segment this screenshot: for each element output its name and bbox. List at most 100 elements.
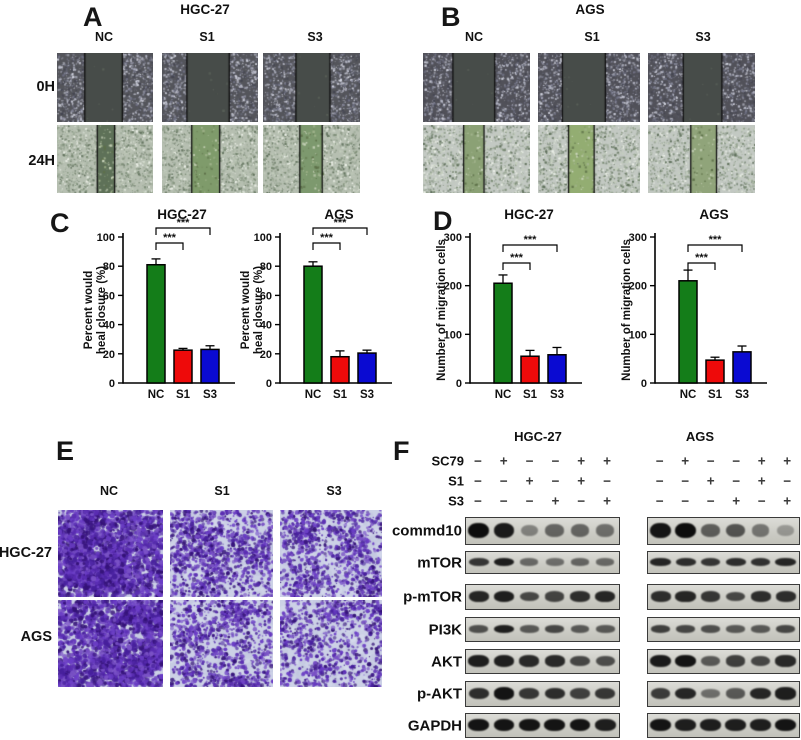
blot-band xyxy=(675,522,696,539)
panel-f-group-ags: AGS xyxy=(685,429,715,444)
svg-text:300: 300 xyxy=(444,232,462,244)
blot-band xyxy=(775,718,796,732)
blot-band xyxy=(775,687,796,700)
blot-band xyxy=(775,557,796,567)
treatment-sign-s3-hgc27-lane4: + xyxy=(551,493,560,509)
treatment-sign-sc79-hgc27-lane5: + xyxy=(577,453,586,469)
chart-wound-closure-hgc27: HGC-27 Percent would heal closure (%) 0 20 40… xyxy=(83,203,259,417)
blot-akt-ags xyxy=(647,649,800,674)
blot-band xyxy=(725,591,746,602)
wound-image-a-24h-s3 xyxy=(263,125,360,193)
treatment-sign-s1-hgc27-lane2: − xyxy=(499,473,508,489)
blot-band xyxy=(675,687,696,700)
wound-image-b-24h-s1 xyxy=(538,125,640,193)
svg-text:200: 200 xyxy=(629,281,647,293)
blot-gapdh-ags xyxy=(647,713,800,738)
blot-band xyxy=(468,591,489,602)
svg-text:100: 100 xyxy=(254,232,272,244)
svg-text:AGS: AGS xyxy=(324,207,353,222)
svg-text:HGC-27: HGC-27 xyxy=(504,207,554,222)
blot-band xyxy=(570,558,590,566)
blot-commd10-hgc27 xyxy=(465,517,620,545)
bar-chart-svg: AGS Percent would heal closure (%) 0 20 40 60 8… xyxy=(240,207,392,401)
panel-d-label: D xyxy=(433,206,453,236)
blot-band xyxy=(570,524,590,537)
wound-image-a-0h-nc xyxy=(57,53,153,122)
blot-band xyxy=(725,655,746,667)
protein-label-p-mtor: p-mTOR xyxy=(403,588,462,606)
svg-text:Percent would: Percent would xyxy=(240,271,252,350)
panel-c-label: C xyxy=(50,208,70,238)
blot-band xyxy=(468,557,489,567)
treatment-sign-sc79-hgc27-lane3: − xyxy=(525,453,534,469)
svg-text:S1: S1 xyxy=(708,389,723,401)
treatment-sign-sc79-ags-lane2: + xyxy=(681,453,690,469)
blot-band xyxy=(570,655,590,667)
blot-pi3k-hgc27 xyxy=(465,617,620,642)
transwell-image-ags-s3 xyxy=(280,600,382,687)
wound-image-a-24h-s1 xyxy=(162,125,258,193)
blot-band xyxy=(726,523,745,538)
blot-band xyxy=(544,591,565,602)
treatment-sign-s3-hgc27-lane5: − xyxy=(577,493,586,509)
blot-band xyxy=(544,687,565,700)
blot-band xyxy=(596,558,615,566)
treatment-sign-sc79-ags-lane3: − xyxy=(706,453,715,469)
svg-text:0: 0 xyxy=(109,378,115,390)
treatment-label-sc79: SC79 xyxy=(431,453,464,469)
treatment-sign-sc79-ags-lane4: − xyxy=(732,453,741,469)
treatment-sign-s1-ags-lane4: − xyxy=(732,473,741,489)
blot-band xyxy=(675,557,696,567)
blot-band xyxy=(701,688,720,699)
svg-text:NC: NC xyxy=(495,389,512,401)
blot-band xyxy=(725,557,746,567)
blot-band xyxy=(650,591,671,602)
blot-p-akt-hgc27 xyxy=(465,681,620,707)
blot-band xyxy=(468,718,490,732)
svg-text:***: *** xyxy=(709,234,723,246)
protein-label-akt: AKT xyxy=(431,653,462,670)
blot-band xyxy=(545,558,564,566)
blot-band xyxy=(468,522,490,539)
blot-band xyxy=(493,557,515,567)
blot-band xyxy=(775,591,796,602)
blot-band xyxy=(468,654,489,668)
svg-text:S1: S1 xyxy=(176,389,191,401)
panel-e-row-ags: AGS xyxy=(20,629,52,645)
blot-band xyxy=(650,654,671,668)
blot-band xyxy=(493,655,515,667)
treatment-sign-s3-hgc27-lane1: − xyxy=(473,493,482,509)
svg-text:60: 60 xyxy=(103,290,115,302)
blot-band xyxy=(469,625,489,633)
svg-text:S1: S1 xyxy=(333,389,348,401)
panel-a-row-0h: 0H xyxy=(36,79,55,95)
svg-text:S1: S1 xyxy=(523,389,538,401)
blot-band xyxy=(750,718,771,732)
blot-band xyxy=(595,625,615,633)
blot-band xyxy=(519,591,539,602)
transwell-image-hgc27-nc xyxy=(58,510,163,597)
blot-band xyxy=(493,624,515,634)
blot-band xyxy=(675,718,696,732)
protein-label-gapdh: GAPDH xyxy=(407,717,462,734)
protein-label-commd10: commd10 xyxy=(391,522,462,540)
panel-a-column-nc: NC xyxy=(94,30,114,44)
panel-f-group-hgc27: HGC-27 xyxy=(514,429,562,444)
transwell-image-ags-nc xyxy=(58,600,163,687)
svg-text:Number of migration cells: Number of migration cells xyxy=(436,239,448,381)
blot-band xyxy=(544,718,566,732)
panel-b-column-nc: NC xyxy=(464,30,484,44)
blot-band xyxy=(493,718,515,732)
panel-a-title: HGC-27 xyxy=(180,2,230,17)
panel-e-column-s3: S3 xyxy=(326,484,342,498)
svg-text:S3: S3 xyxy=(550,389,564,401)
chart-migration-cells-hgc27: HGC-27 Number of migration cells 0 100 200 30… xyxy=(430,203,606,417)
blot-band xyxy=(700,718,721,732)
blot-band xyxy=(570,687,590,700)
wound-image-a-0h-s3 xyxy=(263,53,360,122)
treatment-sign-s3-ags-lane5: − xyxy=(757,493,766,509)
treatment-sign-s3-ags-lane2: − xyxy=(681,493,690,509)
wound-image-a-24h-nc xyxy=(57,125,153,193)
blot-band xyxy=(545,524,564,537)
svg-text:0: 0 xyxy=(266,378,272,390)
